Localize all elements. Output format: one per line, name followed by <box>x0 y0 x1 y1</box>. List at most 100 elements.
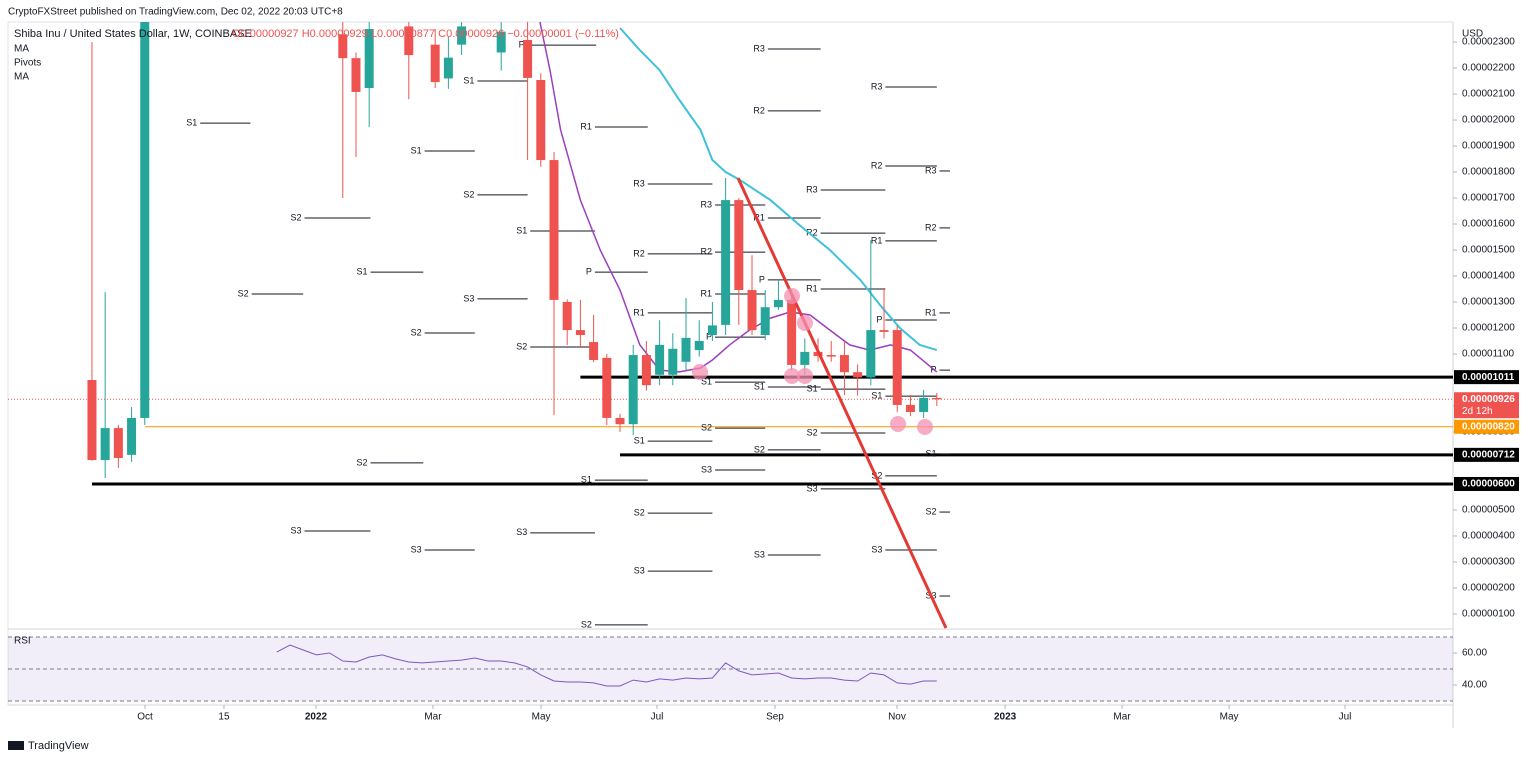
pivot-label: R2 <box>871 160 883 170</box>
x-tick-label: 2023 <box>994 712 1017 723</box>
candle-body <box>747 290 757 331</box>
pivot-label: S3 <box>634 565 645 575</box>
candle-body <box>773 299 783 308</box>
pivot-label: S2 <box>754 444 765 454</box>
level-label-box <box>1454 370 1519 385</box>
candle-body <box>351 58 361 92</box>
candle-body <box>87 379 97 461</box>
pivot-label: R1 <box>753 212 765 222</box>
pivot-label: S2 <box>516 341 527 351</box>
candle-body <box>734 200 744 291</box>
rsi-pane <box>8 636 1453 702</box>
y-tick-label: 0.00000500 <box>1462 505 1515 516</box>
publisher: CryptoFXStreet published on TradingView.… <box>8 7 343 18</box>
candle-body <box>694 340 704 351</box>
candle-body <box>668 348 678 375</box>
pivot-label: R3 <box>701 199 713 209</box>
pivot-label: S1 <box>411 145 422 155</box>
pivot-label: S2 <box>634 507 645 517</box>
candle-body <box>628 355 638 425</box>
indicator: MA <box>14 72 29 83</box>
pivot-label: S1 <box>516 225 527 235</box>
pivot-label: R1 <box>701 288 713 298</box>
trend-line <box>736 177 948 629</box>
indicator: Pivots <box>14 58 41 69</box>
candle-body <box>787 299 797 365</box>
pivot-label: S3 <box>516 527 527 537</box>
pivot-label: R1 <box>925 307 937 317</box>
x-tick-label: Nov <box>888 712 906 723</box>
x-tick-label: 15 <box>218 712 230 723</box>
y-tick-label: 0.00001300 <box>1462 297 1515 308</box>
pivot-label: R1 <box>580 121 592 131</box>
pivot-label: S3 <box>807 483 818 493</box>
rsi-tick-label: 60.00 <box>1462 648 1487 659</box>
pivot-label: S2 <box>463 189 474 199</box>
candle-body <box>338 34 348 59</box>
y-tick-label: 0.00002000 <box>1462 115 1515 126</box>
pivot-label: R2 <box>633 248 645 258</box>
level-label: 0.00001011 <box>1462 372 1515 383</box>
highlight <box>692 364 708 380</box>
y-tick-label: 0.00001200 <box>1462 323 1515 334</box>
pivot-label: S1 <box>356 266 367 276</box>
candle-body <box>364 29 374 89</box>
pivot-label: S1 <box>634 435 645 445</box>
ohlc: O0.00000927 H0.00000929 L0.00000877 C0.0… <box>232 28 619 40</box>
candle-body <box>602 357 612 418</box>
candle-body <box>100 428 110 461</box>
pivot-label: R2 <box>806 227 818 237</box>
level-label-box <box>1454 476 1519 491</box>
pivot-label: S1 <box>871 390 882 400</box>
pivot-label: S1 <box>925 448 936 458</box>
pivot-label: S3 <box>411 544 422 554</box>
pivot-label: S2 <box>807 427 818 437</box>
y-tick-label: 0.00000400 <box>1462 531 1515 542</box>
pivot-label: R2 <box>925 222 937 232</box>
annotations <box>692 177 948 629</box>
candle-body <box>760 307 770 336</box>
x-tick-label: Mar <box>424 712 442 723</box>
x-tick-label: May <box>532 712 551 723</box>
x-tick-label: Oct <box>137 712 153 723</box>
pivot-label: S2 <box>411 327 422 337</box>
logo-icon <box>8 741 24 750</box>
axes: 0.00000100 0.00000200 0.00000300 0.00000400… <box>137 37 1519 723</box>
candle-body <box>562 302 572 331</box>
candle-body <box>707 325 717 336</box>
symbol-title: Shiba Inu / United States Dollar, 1W, CO… <box>14 28 252 40</box>
x-tick-label: Mar <box>1113 712 1131 723</box>
candle-body <box>496 31 506 53</box>
pivot-label: R1 <box>806 283 818 293</box>
candle-body <box>681 337 691 362</box>
y-tick-label: 0.00001700 <box>1462 193 1515 204</box>
candle-body <box>932 397 942 400</box>
candle-body <box>113 428 123 458</box>
highlight <box>784 368 800 384</box>
candle-body <box>839 355 849 373</box>
x-tick-label: Sep <box>766 712 784 723</box>
pivot-label: P <box>759 274 765 284</box>
highlight <box>784 288 800 304</box>
pivot-label: R3 <box>633 178 645 188</box>
pivot-label: R3 <box>753 43 765 53</box>
candle-body <box>457 26 467 45</box>
frame <box>7 21 1454 706</box>
indicator: MA <box>14 44 29 55</box>
main-pane: P R3 R3 S1 R2 S1 R1 S1 R2 R3 R3 S2 R3 R3 S2 R1 R2 S1 R2 R1 R… <box>8 22 1453 628</box>
pivot-label: R2 <box>753 105 765 115</box>
y-tick-label: 0.00001600 <box>1462 219 1515 230</box>
rsi-title: RSI <box>14 636 31 647</box>
level-label: 0.00000820 <box>1462 421 1515 432</box>
candle-body <box>853 372 863 378</box>
brand: TradingView <box>28 740 89 752</box>
countdown: 2d 12h <box>1462 406 1493 417</box>
candle-body <box>536 79 546 161</box>
highlight <box>797 368 813 384</box>
pivot-label: S3 <box>701 464 712 474</box>
x-tick-label: Jul <box>651 712 664 723</box>
pivot-label: S3 <box>290 525 301 535</box>
y-tick-label: 0.00002200 <box>1462 63 1515 74</box>
pivot-label: P <box>519 40 525 50</box>
